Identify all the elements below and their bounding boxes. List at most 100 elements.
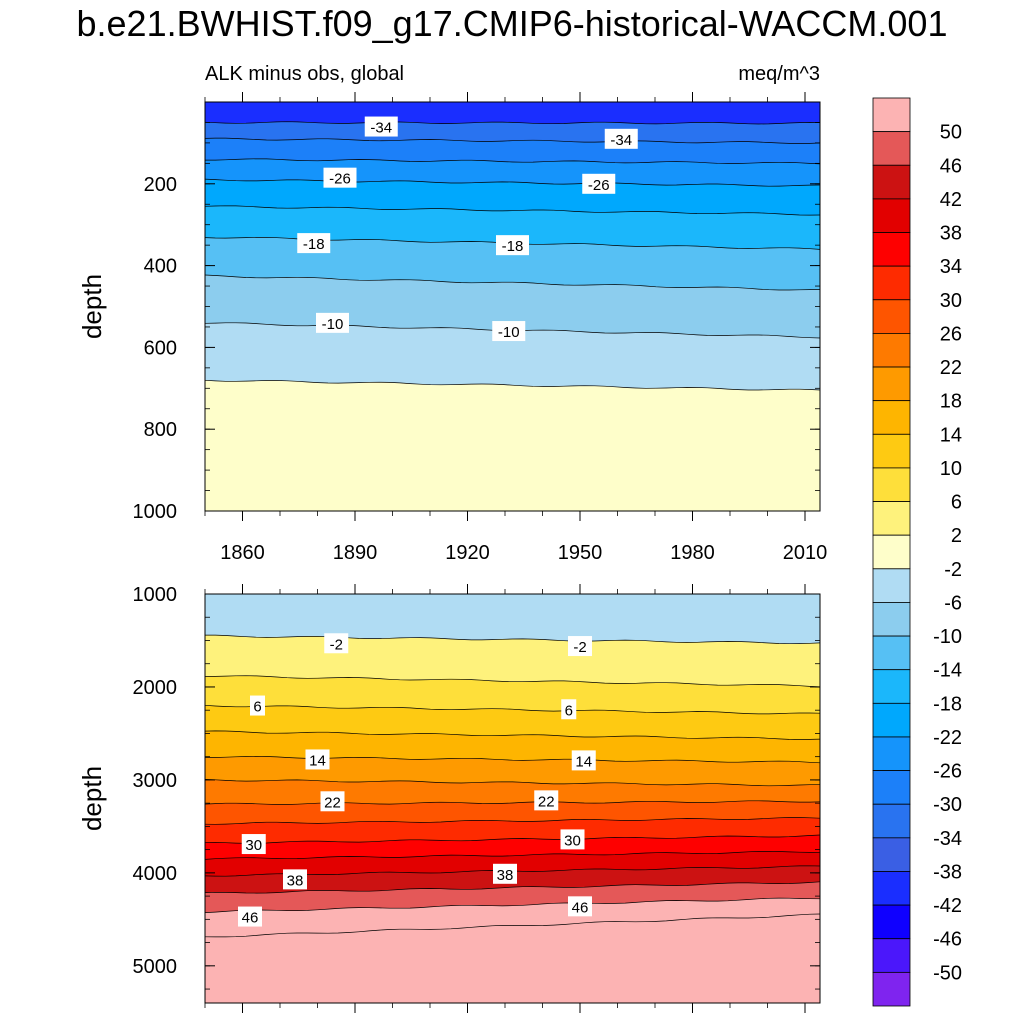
contour-line xyxy=(205,834,820,844)
y-tick-label: 5000 xyxy=(133,956,178,978)
contour-line xyxy=(205,178,820,187)
colorbar-swatch xyxy=(872,534,911,570)
contour-label: -10 xyxy=(498,324,520,341)
contour-label-bg xyxy=(568,636,592,657)
contour-label-bg xyxy=(492,321,526,342)
contour-label-bg xyxy=(320,791,345,812)
chart-title: b.e21.BWHIST.f09_g17.CMIP6-historical-WA… xyxy=(76,3,948,44)
colorbar-label: 50 xyxy=(940,122,962,144)
x-tick-label: 2010 xyxy=(783,542,828,564)
y-tick-label: 800 xyxy=(144,419,177,441)
plot-frame xyxy=(204,593,821,1004)
colorbar-swatch xyxy=(872,232,911,267)
colorbar-swatch xyxy=(872,837,911,872)
y-tick-label: 200 xyxy=(144,174,177,196)
contour-line xyxy=(205,730,820,740)
colorbar-label: -46 xyxy=(933,929,962,951)
contour-label-bg xyxy=(238,906,262,927)
contour-label-bg xyxy=(496,235,529,256)
colorbar-swatch xyxy=(872,736,911,771)
contour-line xyxy=(205,850,820,860)
contour-label: 46 xyxy=(572,899,589,916)
colorbar-label: -38 xyxy=(933,861,962,883)
colorbar-label: 10 xyxy=(940,458,962,480)
contour-label: 38 xyxy=(497,867,514,884)
colorbar-label: -26 xyxy=(933,761,962,783)
contour-line xyxy=(205,137,820,144)
contour-label: 6 xyxy=(253,699,261,716)
contour-label-bg xyxy=(324,633,349,654)
contour-label: -26 xyxy=(329,171,351,188)
contour-line xyxy=(205,897,820,913)
contour-line xyxy=(205,379,820,391)
contour-label-bg xyxy=(305,749,330,770)
colorbar-swatch xyxy=(872,971,911,1007)
contour-line xyxy=(205,704,820,715)
contour-label: 6 xyxy=(565,702,573,719)
y-tick-label: 1000 xyxy=(133,584,178,606)
units-label: meq/m^3 xyxy=(738,63,820,85)
x-tick-label: 1860 xyxy=(220,542,265,564)
colorbar-swatch xyxy=(872,803,911,839)
contour-label-bg xyxy=(561,699,577,720)
band-fill xyxy=(205,380,820,511)
colorbar-swatch xyxy=(872,568,911,603)
contour-line xyxy=(205,800,820,805)
contour-label: 14 xyxy=(309,752,326,769)
contour-label: 46 xyxy=(242,910,259,927)
contour-label: 30 xyxy=(245,837,262,854)
chart-subtitle: ALK minus obs, global xyxy=(205,63,405,85)
colorbar-label: 6 xyxy=(951,492,962,514)
contour-label-bg xyxy=(571,750,596,771)
contour-label-bg xyxy=(283,869,307,890)
contour-label-bg xyxy=(568,896,592,917)
colorbar-swatch xyxy=(872,366,911,402)
colorbar-label: -22 xyxy=(933,727,962,749)
y-tick-label: 1000 xyxy=(133,501,178,523)
contour-label: 38 xyxy=(287,872,304,889)
colorbar-swatch xyxy=(872,702,911,738)
colorbar-label: -14 xyxy=(933,660,962,682)
x-tick-label: 1980 xyxy=(670,542,715,564)
colorbar-label: 34 xyxy=(940,256,962,278)
contour-label: 14 xyxy=(575,753,592,770)
colorbar-label: 26 xyxy=(940,323,962,345)
colorbar-label: 30 xyxy=(940,290,962,312)
plot-area: -2 -2 6 6 14 14 22 22 30 30 38 38 46 46 xyxy=(205,594,820,1003)
colorbar-swatch xyxy=(872,400,911,435)
contour-label-bg xyxy=(250,695,265,716)
colorbar-swatch xyxy=(872,770,911,805)
x-tick-label: 1920 xyxy=(445,542,490,564)
colorbar-swatch xyxy=(872,164,911,200)
colorbar-swatch xyxy=(872,904,911,940)
contour-label: -2 xyxy=(573,639,586,656)
colorbar-swatch xyxy=(872,333,911,368)
y-axis-label: depth xyxy=(77,274,107,339)
y-tick-label: 3000 xyxy=(133,770,178,792)
contour-line xyxy=(205,881,820,894)
colorbar-swatch xyxy=(872,299,911,334)
colorbar-label: -50 xyxy=(933,962,962,984)
colorbar-label: -2 xyxy=(944,559,962,581)
x-tick-label: 1890 xyxy=(333,542,378,564)
colorbar-swatch xyxy=(872,198,911,233)
contour-label: 30 xyxy=(564,832,581,849)
colorbar-label: 38 xyxy=(940,223,962,245)
colorbar-swatch xyxy=(872,635,911,671)
colorbar-label: -10 xyxy=(933,626,962,648)
y-tick-label: 600 xyxy=(144,337,177,359)
y-tick-label: 4000 xyxy=(133,863,178,885)
colorbar-swatch xyxy=(872,131,911,166)
colorbar-swatch xyxy=(872,467,911,502)
colorbar-label: -34 xyxy=(933,828,962,850)
contour-line xyxy=(205,778,820,787)
contour-label-bg xyxy=(534,790,559,811)
colorbar-label: 18 xyxy=(940,391,962,413)
contour-label-bg xyxy=(604,128,638,149)
colorbar-label: 2 xyxy=(951,525,962,547)
contour-line xyxy=(205,205,820,216)
x-tick-label: 1950 xyxy=(558,542,603,564)
colorbar-swatch xyxy=(872,871,911,906)
contour-label: -18 xyxy=(303,236,325,253)
